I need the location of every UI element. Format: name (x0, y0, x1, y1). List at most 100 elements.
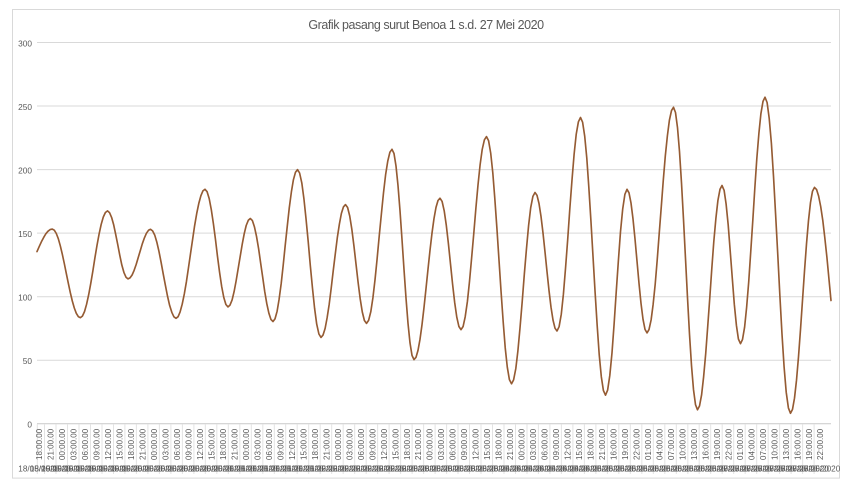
svg-text:21/05/2020: 21/05/2020 (271, 465, 312, 474)
svg-text:09:00.00: 09:00.00 (185, 428, 194, 460)
svg-text:22:00.00: 22:00.00 (633, 428, 642, 460)
svg-text:19/05/2020: 19/05/2020 (53, 465, 94, 474)
svg-text:100: 100 (18, 293, 32, 303)
svg-text:26/05/2020: 26/05/2020 (616, 465, 657, 474)
svg-text:12:00.00: 12:00.00 (196, 428, 205, 460)
svg-text:21:00.00: 21:00.00 (598, 428, 607, 460)
svg-text:21:00.00: 21:00.00 (506, 428, 515, 460)
svg-text:200: 200 (18, 165, 32, 175)
svg-text:19/05/2020: 19/05/2020 (122, 465, 163, 474)
svg-text:18:00.00: 18:00.00 (495, 428, 504, 460)
svg-text:20/05/2020: 20/05/2020 (145, 465, 186, 474)
svg-text:24/05/2020: 24/05/2020 (524, 465, 565, 474)
svg-text:15:00.00: 15:00.00 (116, 428, 125, 460)
svg-text:13:00.00: 13:00.00 (690, 428, 699, 460)
svg-text:06:00.00: 06:00.00 (541, 428, 550, 460)
svg-text:20/05/2020: 20/05/2020 (179, 465, 220, 474)
svg-text:27/05/2020: 27/05/2020 (742, 465, 783, 474)
svg-text:0: 0 (27, 420, 32, 430)
svg-text:16:00.00: 16:00.00 (701, 428, 710, 460)
svg-text:09:00.00: 09:00.00 (276, 428, 285, 460)
svg-text:10:00.00: 10:00.00 (678, 428, 687, 460)
svg-text:22/05/2020: 22/05/2020 (397, 465, 438, 474)
svg-text:23/05/2020: 23/05/2020 (432, 465, 473, 474)
svg-text:250: 250 (18, 102, 32, 112)
svg-text:15:00.00: 15:00.00 (299, 428, 308, 460)
svg-text:03:00.00: 03:00.00 (437, 428, 446, 460)
svg-text:18:00.00: 18:00.00 (219, 428, 228, 460)
svg-text:26/05/2020: 26/05/2020 (696, 465, 737, 474)
svg-text:01:00.00: 01:00.00 (644, 428, 653, 460)
svg-text:12:00.00: 12:00.00 (472, 428, 481, 460)
svg-text:19:00.00: 19:00.00 (621, 428, 630, 460)
svg-text:Grafik pasang surut Benoa 1 s.: Grafik pasang surut Benoa 1 s.d. 27 Mei … (308, 18, 544, 32)
svg-text:12:00.00: 12:00.00 (288, 428, 297, 460)
svg-text:24/05/2020: 24/05/2020 (512, 465, 553, 474)
svg-text:23/05/2020: 23/05/2020 (420, 465, 461, 474)
svg-text:19/05/2020: 19/05/2020 (64, 465, 105, 474)
svg-text:00:00.00: 00:00.00 (58, 428, 67, 460)
svg-text:24/05/2020: 24/05/2020 (535, 465, 576, 474)
svg-text:21/05/2020: 21/05/2020 (225, 465, 266, 474)
svg-text:21/05/2020: 21/05/2020 (260, 465, 301, 474)
svg-text:03:00.00: 03:00.00 (70, 428, 79, 460)
svg-text:27/05/2020: 27/05/2020 (765, 465, 806, 474)
svg-text:04:00.00: 04:00.00 (747, 428, 756, 460)
svg-text:26/05/2020: 26/05/2020 (673, 465, 714, 474)
svg-text:15:00.00: 15:00.00 (391, 428, 400, 460)
svg-text:00:00.00: 00:00.00 (334, 428, 343, 460)
svg-text:06:00.00: 06:00.00 (449, 428, 458, 460)
svg-text:24/05/2020: 24/05/2020 (581, 465, 622, 474)
svg-text:23/05/2020: 23/05/2020 (455, 465, 496, 474)
svg-text:03:00.00: 03:00.00 (253, 428, 262, 460)
svg-text:20/05/2020: 20/05/2020 (156, 465, 197, 474)
svg-text:26/05/2020: 26/05/2020 (650, 465, 691, 474)
svg-text:21:00.00: 21:00.00 (139, 428, 148, 460)
svg-text:04:00.00: 04:00.00 (655, 428, 664, 460)
svg-text:20/05/2020: 20/05/2020 (202, 465, 243, 474)
svg-text:19/05/2020: 19/05/2020 (41, 465, 82, 474)
svg-text:15:00.00: 15:00.00 (208, 428, 217, 460)
svg-text:24/05/2020: 24/05/2020 (570, 465, 611, 474)
svg-text:18:00.00: 18:00.00 (403, 428, 412, 460)
svg-text:03:00.00: 03:00.00 (162, 428, 171, 460)
svg-text:22:00.00: 22:00.00 (816, 428, 825, 460)
svg-text:24/05/2020: 24/05/2020 (558, 465, 599, 474)
svg-text:24/05/2020: 24/05/2020 (501, 465, 542, 474)
svg-text:20/05/2020: 20/05/2020 (191, 465, 232, 474)
svg-text:27/05/2020: 27/05/2020 (753, 465, 794, 474)
svg-text:20/05/2020: 20/05/2020 (168, 465, 209, 474)
svg-text:21:00.00: 21:00.00 (231, 428, 240, 460)
svg-text:21/05/2020: 21/05/2020 (237, 465, 278, 474)
svg-text:24/05/2020: 24/05/2020 (547, 465, 588, 474)
svg-text:18/05/2020: 18/05/2020 (18, 465, 59, 474)
svg-text:12:00.00: 12:00.00 (564, 428, 573, 460)
svg-text:26/05/2020: 26/05/2020 (662, 465, 703, 474)
svg-text:27/05/2020: 27/05/2020 (776, 465, 817, 474)
svg-text:22/05/2020: 22/05/2020 (340, 465, 381, 474)
svg-text:06:00.00: 06:00.00 (357, 428, 366, 460)
svg-text:16:00.00: 16:00.00 (793, 428, 802, 460)
svg-text:00:00.00: 00:00.00 (150, 428, 159, 460)
svg-text:26/05/2020: 26/05/2020 (639, 465, 680, 474)
svg-text:19:00.00: 19:00.00 (805, 428, 814, 460)
svg-text:23/05/2020: 23/05/2020 (466, 465, 507, 474)
svg-text:09:00.00: 09:00.00 (460, 428, 469, 460)
svg-text:22/05/2020: 22/05/2020 (351, 465, 392, 474)
svg-text:03:00.00: 03:00.00 (529, 428, 538, 460)
svg-text:15:00.00: 15:00.00 (483, 428, 492, 460)
svg-text:23/05/2020: 23/05/2020 (478, 465, 519, 474)
svg-text:23/05/2020: 23/05/2020 (409, 465, 450, 474)
svg-text:19/05/2020: 19/05/2020 (76, 465, 117, 474)
svg-text:21:00.00: 21:00.00 (414, 428, 423, 460)
svg-text:06:00.00: 06:00.00 (173, 428, 182, 460)
svg-text:18:00.00: 18:00.00 (127, 428, 136, 460)
svg-text:26/05/2020: 26/05/2020 (593, 465, 634, 474)
svg-text:13:00.00: 13:00.00 (782, 428, 791, 460)
svg-text:06:00.00: 06:00.00 (81, 428, 90, 460)
svg-text:09:00.00: 09:00.00 (368, 428, 377, 460)
svg-text:20/05/2020: 20/05/2020 (133, 465, 174, 474)
svg-text:09:00.00: 09:00.00 (552, 428, 561, 460)
svg-text:18/05/2020: 18/05/2020 (30, 465, 71, 474)
svg-text:06:00.00: 06:00.00 (265, 428, 274, 460)
